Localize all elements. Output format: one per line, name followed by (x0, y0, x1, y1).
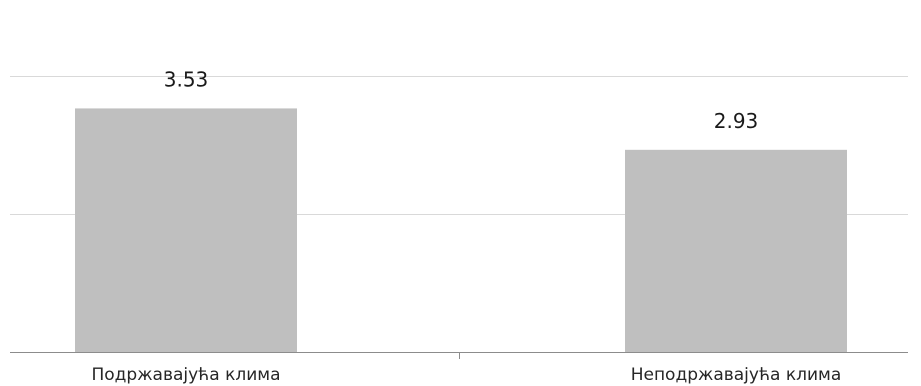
data-label-1: 3.53 (164, 67, 209, 91)
data-label-2: 2.93 (714, 109, 759, 133)
bars (75, 108, 847, 353)
data-labels: 3.53 2.93 (164, 67, 759, 132)
x-tick-label-1: Подржавајућа клима (91, 365, 280, 385)
bar-2 (625, 149, 847, 352)
x-tick-label-2: Неподржавајућа клима (631, 365, 842, 385)
x-axis: Подржавајућа клима Неподржавајућа клима (10, 352, 908, 385)
bar-1 (75, 108, 297, 353)
